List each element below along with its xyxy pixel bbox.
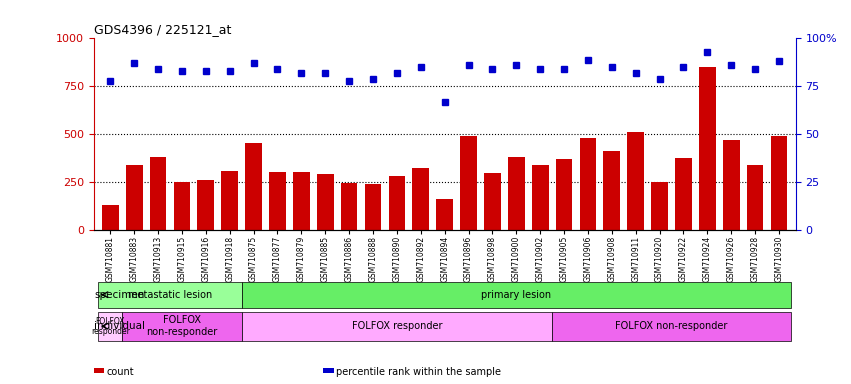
- Bar: [242, 311, 552, 341]
- Bar: [126, 165, 143, 230]
- Text: specimen: specimen: [94, 290, 145, 300]
- Bar: [627, 132, 644, 230]
- Bar: [150, 157, 167, 230]
- Text: FOLFOX
responder: FOLFOX responder: [91, 316, 129, 336]
- Bar: [174, 182, 191, 230]
- Bar: [340, 184, 357, 230]
- Bar: [746, 165, 763, 230]
- Bar: [771, 136, 787, 230]
- Bar: [532, 165, 549, 230]
- Bar: [552, 311, 791, 341]
- Text: percentile rank within the sample: percentile rank within the sample: [336, 367, 501, 377]
- Bar: [269, 172, 286, 230]
- Bar: [99, 311, 123, 341]
- Bar: [675, 158, 692, 230]
- Bar: [197, 180, 214, 230]
- Bar: [99, 282, 242, 308]
- Bar: [245, 143, 262, 230]
- Bar: [508, 157, 525, 230]
- Bar: [580, 138, 597, 230]
- Bar: [413, 168, 429, 230]
- Text: GDS4396 / 225121_at: GDS4396 / 225121_at: [94, 23, 231, 36]
- Bar: [221, 171, 238, 230]
- Bar: [699, 67, 716, 230]
- Text: individual: individual: [94, 321, 146, 331]
- Bar: [242, 282, 791, 308]
- Text: count: count: [106, 367, 134, 377]
- Text: FOLFOX
non-responder: FOLFOX non-responder: [146, 315, 218, 337]
- Bar: [123, 311, 242, 341]
- Bar: [603, 151, 620, 230]
- Bar: [651, 182, 668, 230]
- Bar: [460, 136, 477, 230]
- Bar: [102, 205, 118, 230]
- Bar: [389, 176, 405, 230]
- Bar: [364, 184, 381, 230]
- Text: primary lesion: primary lesion: [481, 290, 551, 300]
- Text: FOLFOX responder: FOLFOX responder: [351, 321, 443, 331]
- Bar: [317, 174, 334, 230]
- Bar: [484, 173, 500, 230]
- Text: metastatic lesion: metastatic lesion: [128, 290, 212, 300]
- Bar: [722, 140, 740, 230]
- Bar: [293, 172, 310, 230]
- Bar: [556, 159, 573, 230]
- Text: FOLFOX non-responder: FOLFOX non-responder: [615, 321, 728, 331]
- Bar: [437, 199, 453, 230]
